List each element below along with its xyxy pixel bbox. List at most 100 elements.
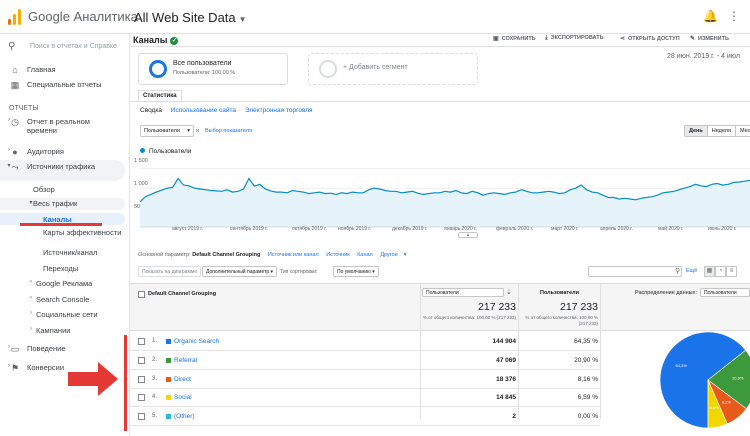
dim-source-medium-link[interactable]: Источник или канал	[267, 252, 319, 258]
edit-button[interactable]: ✎ ИЗМЕНИТЬ	[690, 35, 729, 42]
edit-label: ИЗМЕНИТЬ	[698, 36, 729, 42]
channel-link[interactable]: Organic Search	[174, 338, 220, 345]
dim-column-header[interactable]: Default Channel Grouping	[148, 291, 217, 297]
distribution-pie-chart[interactable]: 64,3% 20,9% 8,2%6,6%	[650, 324, 750, 434]
table-row[interactable]: 5. (Other) 2 0,00 %	[130, 407, 600, 427]
row-checkbox[interactable]	[138, 338, 145, 345]
chevron-right-icon: ›	[30, 310, 32, 316]
chevron-down-icon: ▾	[7, 163, 11, 169]
segment-all-users[interactable]: Все пользователи Пользователи: 100,00 %	[138, 53, 288, 85]
table-search-input[interactable]	[588, 266, 682, 277]
divider	[130, 46, 750, 47]
table-row[interactable]: 1. Organic Search 144 904 64,35 %	[130, 332, 600, 351]
brand-name[interactable]: Google Аналитика	[28, 9, 138, 24]
column1-metric-value: Пользователи	[426, 290, 459, 296]
period-week-button[interactable]: Неделя	[708, 126, 736, 136]
save-button[interactable]: ▣ СОХРАНИТЬ	[493, 35, 536, 42]
sidebar-item-campaigns[interactable]: › Кампании	[0, 326, 125, 336]
column2-total-pct: % от общего количества: 100,00 % (217 23…	[525, 315, 598, 326]
advanced-filter-link[interactable]: Ещё	[686, 268, 698, 274]
sidebar-item-all-traffic[interactable]: ▾ Весь трафик	[0, 198, 125, 210]
pie-slice[interactable]	[707, 379, 728, 429]
row-checkbox[interactable]	[138, 413, 145, 421]
sidebar-item-source-medium[interactable]: Источник/канал	[0, 248, 125, 258]
subtab-summary[interactable]: Сводка	[140, 107, 162, 114]
sidebar-item-home[interactable]: ⌂ Главная	[0, 65, 125, 76]
row-checkbox[interactable]	[138, 356, 145, 364]
chevron-right-icon: ›	[8, 147, 10, 153]
x-tick: декабрь 2019 г.	[392, 226, 428, 232]
account-selector[interactable]: All Web Site Data ▼	[134, 10, 247, 25]
add-segment-button[interactable]: + Добавить сегмент	[308, 53, 478, 85]
more-vert-icon[interactable]: ⋮	[728, 9, 740, 23]
table-row[interactable]: 2. Referral 47 069 20,90 %	[130, 351, 600, 370]
export-button[interactable]: ⤓ ЭКСПОРТИРОВАТЬ	[545, 35, 604, 42]
channel-link[interactable]: Direct	[174, 375, 191, 383]
pie-view-icon[interactable]: ◔	[715, 266, 726, 277]
tab-statistics[interactable]: Статистика	[138, 90, 182, 101]
sidebar-item-acquisition[interactable]: ▾ ⤳ Источники трафика	[0, 160, 125, 181]
chevron-down-icon: ▾	[29, 200, 33, 206]
sidebar-item-label: Главная	[27, 65, 56, 74]
sidebar-search[interactable]: ⚲ Поиск в отчетах и Справке	[8, 41, 126, 55]
subtab-site-usage[interactable]: Использование сайта	[170, 107, 237, 114]
sidebar-item-social[interactable]: › Социальные сети	[0, 310, 125, 320]
dim-medium-link[interactable]: Канал	[357, 252, 373, 258]
sidebar-item-custom-reports[interactable]: ▦ Специальные отчеты	[0, 80, 125, 100]
users-value: 18 376	[496, 375, 516, 383]
plot-rows-button[interactable]: Показать на диаграмме	[138, 266, 202, 277]
subtab-ecommerce[interactable]: Электронная торговля	[244, 107, 313, 114]
share-label: ОТКРЫТЬ ДОСТУП	[628, 36, 680, 42]
secondary-dimension-select[interactable]: Дополнительный параметр ▾	[202, 266, 278, 277]
distribution-metric-select[interactable]: Пользователи	[700, 288, 750, 297]
sidebar-item-channels[interactable]: Каналы	[0, 213, 125, 225]
sidebar-item-label: Кампании	[36, 326, 71, 335]
search-input[interactable]: Поиск в отчетах и Справке	[30, 43, 117, 50]
sidebar-item-google-ads[interactable]: › Google Реклама	[0, 279, 125, 289]
row-checkbox[interactable]	[138, 375, 145, 383]
period-month-button[interactable]: Месяц	[739, 128, 750, 134]
dim-other-link[interactable]: Другое	[380, 252, 398, 258]
home-icon: ⌂	[12, 65, 18, 75]
row-checkbox[interactable]	[138, 394, 145, 402]
table-view-icon[interactable]: ▦	[704, 266, 715, 277]
notifications-icon[interactable]: 🔔	[703, 9, 718, 23]
channel-link[interactable]: Referral	[174, 356, 198, 364]
column1-metric-select[interactable]: Пользователи	[422, 288, 504, 297]
select-all-checkbox[interactable]	[138, 291, 145, 298]
sidebar-item-overview[interactable]: Обзор	[0, 185, 125, 195]
column1-total-pct: % от общего количества: 100,00 % (217 23…	[422, 315, 516, 320]
bar-view-icon[interactable]: ≡	[726, 266, 737, 277]
channel-link[interactable]: (Other)	[174, 413, 195, 421]
share-button[interactable]: ⋖ ОТКРЫТЬ ДОСТУП	[620, 35, 680, 42]
select-metric-link[interactable]: Выбор показателя	[205, 128, 252, 134]
analytics-logo-icon[interactable]	[8, 9, 22, 25]
table-row[interactable]: 4. Social 14 845 6,59 %	[130, 388, 600, 408]
metric-select[interactable]: Пользователи ▾	[140, 125, 194, 137]
dashboard-icon: ▦	[10, 80, 20, 90]
metric-select-value: Пользователи	[144, 128, 180, 134]
sidebar-item-label: Каналы	[43, 215, 72, 224]
column2-header[interactable]: Пользователи	[540, 290, 580, 296]
pie-slice[interactable]	[659, 331, 747, 429]
save-icon: ▣	[493, 36, 499, 42]
sort-desc-icon[interactable]: ⇣	[506, 289, 512, 296]
chart-range-scroller[interactable]: ▲	[458, 232, 478, 238]
pie-slice[interactable]	[707, 349, 750, 410]
sidebar-item-referrals[interactable]: Переходы	[0, 264, 125, 274]
table-row[interactable]: 3. Direct 18 376 8,16 %	[130, 370, 600, 389]
search-icon[interactable]: ⚲	[675, 268, 681, 275]
period-day-button[interactable]: День	[685, 126, 708, 136]
sidebar-item-treemaps[interactable]: Карты эффективности	[0, 228, 125, 246]
sidebar-item-audience[interactable]: › ● Аудитория	[0, 147, 125, 158]
flag-icon: ⚑	[10, 363, 20, 373]
users-line-chart[interactable]	[140, 157, 750, 240]
channel-link[interactable]: Social	[174, 394, 192, 402]
sidebar-item-search-console[interactable]: › Search Console	[0, 295, 125, 305]
sort-type-select[interactable]: По умолчанию ▾	[333, 266, 379, 277]
sidebar-item-realtime[interactable]: › ◷ Отчет в реальном времени	[0, 117, 125, 145]
dim-source-link[interactable]: Источник	[326, 252, 350, 258]
date-range-picker[interactable]: 28 июн. 2019 г. - 4 июл	[667, 53, 740, 60]
sidebar-item-conversions[interactable]: › ⚑ Конверсии	[0, 363, 125, 373]
sidebar-item-behavior[interactable]: › ▭ Поведение	[0, 344, 125, 354]
